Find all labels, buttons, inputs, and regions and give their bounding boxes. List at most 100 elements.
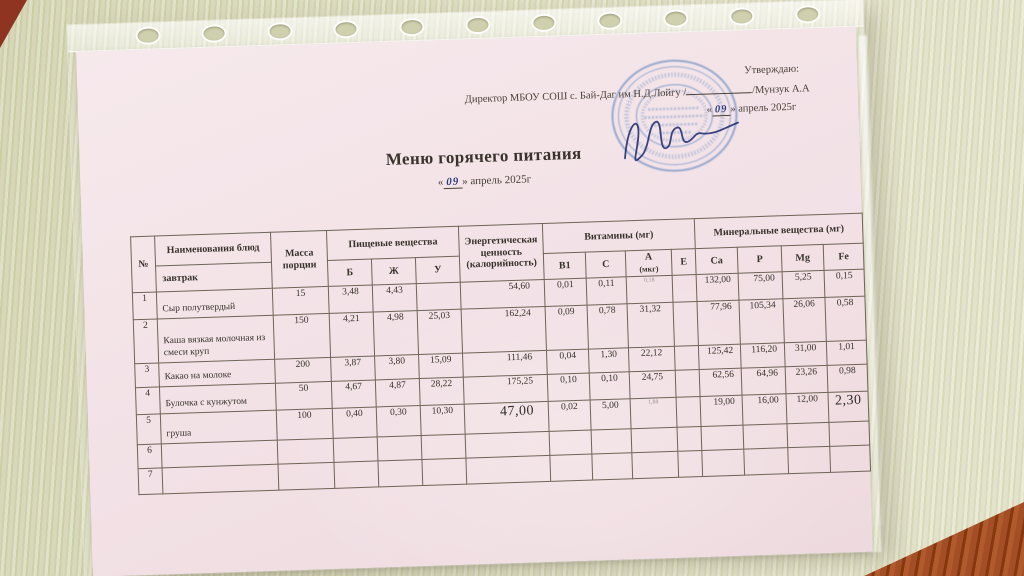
cell-energy	[465, 431, 550, 459]
plastic-sleeve: Утверждаю: Директор МБОУ СОШ с. Бай-Даг …	[67, 0, 883, 576]
cell-num: 5	[136, 413, 162, 445]
cell-b1: 0,09	[545, 305, 589, 351]
dish-name-cell	[162, 464, 279, 494]
cell-num: 4	[135, 386, 161, 415]
cell-num: 1	[132, 292, 158, 320]
cell-mass	[278, 462, 335, 491]
cell-c: 5,00	[590, 398, 632, 431]
cell-a: 1,88	[630, 397, 678, 429]
cell-b: 3,87	[330, 355, 376, 382]
cell-u: 28,22	[419, 377, 465, 406]
cell-f	[377, 459, 423, 487]
cell-ca: 125,42	[698, 344, 742, 370]
cell-energy: 162,24	[461, 306, 547, 354]
header-energy: Энергетическая ценность (калорийность)	[458, 223, 545, 283]
cell-p	[743, 447, 789, 476]
cell-p: 116,20	[740, 342, 786, 369]
director-signature	[624, 121, 739, 162]
cell-ca: 62,56	[699, 368, 743, 397]
header-mass: Масса порции	[270, 230, 329, 289]
cell-mg	[787, 446, 831, 474]
cell-f: 4,98	[373, 310, 419, 356]
cell-b	[333, 436, 378, 463]
cell-mass: 100	[276, 408, 334, 441]
cell-b1: 0,01	[544, 278, 588, 307]
cell-num: 7	[138, 467, 163, 495]
header-p: P	[737, 245, 783, 274]
cell-a: 31,32	[627, 302, 675, 348]
dish-name-cell: Каша вязкая молочная из смеси круп	[157, 315, 275, 363]
menu-document-page: Утверждаю: Директор МБОУ СОШ с. Бай-Даг …	[76, 26, 873, 576]
cell-mg: 26,06	[782, 297, 827, 343]
cell-b1: 0,02	[548, 400, 592, 432]
cell-b1: 0,04	[546, 349, 590, 375]
punch-hole	[731, 9, 753, 24]
cell-e	[674, 345, 700, 371]
cell-e	[672, 274, 698, 303]
approve-word: Утверждаю:	[744, 63, 800, 77]
cell-e	[677, 450, 703, 478]
cell-a: 0,18	[626, 275, 674, 304]
cell-num: 2	[133, 318, 159, 364]
cell-c: 0,11	[586, 276, 628, 306]
header-e: Е	[671, 248, 697, 276]
cell-b: 4,21	[329, 312, 375, 358]
cell-a	[631, 427, 678, 453]
cell-c: 1,30	[588, 347, 630, 374]
cell-energy	[465, 455, 551, 485]
subtitle-day-handwritten: 09	[443, 175, 463, 190]
cell-f: 0,30	[376, 405, 422, 437]
cell-c: 0,10	[589, 371, 631, 401]
cell-c: 0,78	[587, 303, 629, 350]
header-a-label: А	[644, 251, 653, 263]
cell-mg: 5,25	[782, 270, 825, 299]
cell-num: 3	[134, 362, 160, 388]
round-blue-stamp	[611, 59, 738, 172]
cell-b: 0,40	[332, 406, 378, 439]
cell-u	[421, 458, 467, 486]
cell-p	[743, 423, 788, 450]
cell-mass: 200	[274, 357, 332, 384]
cell-u	[416, 282, 462, 311]
cell-f: 4,87	[375, 378, 421, 407]
cell-mg: 12,00	[786, 392, 829, 424]
header-meal: завтрак	[155, 262, 273, 293]
cell-b1	[549, 454, 593, 482]
header-ca: Ca	[695, 247, 739, 275]
cell-mass: 50	[275, 381, 333, 411]
cell-ca	[701, 449, 745, 477]
header-nutrients-group: Пищевые вещества	[326, 226, 460, 261]
cell-ca: 132,00	[696, 273, 739, 302]
cell-fe: 0,58	[824, 296, 867, 342]
cell-mg	[786, 422, 830, 448]
cell-f: 4,43	[372, 283, 418, 313]
punch-hole	[467, 17, 489, 33]
cell-ca	[701, 425, 744, 451]
header-fe: Fe	[823, 243, 865, 271]
header-b1: В1	[543, 252, 587, 280]
header-c: С	[585, 250, 627, 279]
cell-energy: 47,00	[464, 401, 550, 435]
director-line-text: Директор МБОУ СОШ с. Бай-Даг им Н.Д.Лойг…	[464, 87, 687, 106]
cell-a	[631, 451, 679, 479]
cell-mg: 31,00	[784, 341, 828, 367]
header-fat: Ж	[371, 257, 417, 286]
cell-e	[675, 369, 701, 398]
punch-hole	[203, 26, 225, 41]
cell-c	[591, 428, 632, 455]
subtitle-rest: апрель 2025г	[467, 173, 532, 188]
cell-mass	[277, 438, 334, 465]
cell-b1	[549, 430, 592, 456]
cell-ca: 19,00	[700, 395, 744, 427]
cell-num: 6	[137, 443, 163, 469]
cell-b: 3,48	[328, 285, 374, 314]
cell-fe: 0,15	[824, 269, 865, 298]
cell-f: 3,80	[374, 354, 420, 380]
cell-c	[591, 452, 633, 481]
punch-hole	[401, 19, 423, 35]
header-a: А (мкг)	[625, 249, 673, 277]
director-name: /Мунзук А.А	[751, 83, 810, 97]
header-num: №	[130, 236, 157, 293]
cell-energy: 111,46	[462, 350, 548, 378]
